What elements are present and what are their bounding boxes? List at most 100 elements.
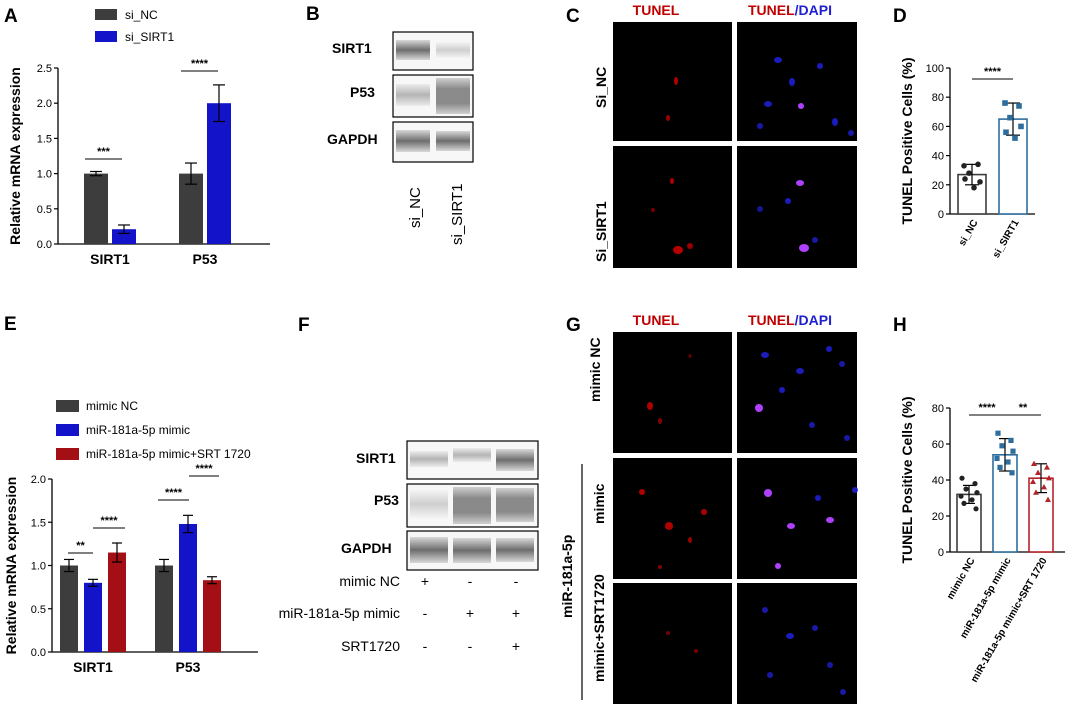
- chart-a-bar: [84, 173, 108, 244]
- fluorescent-cell: [665, 522, 673, 530]
- chart-e-bar: [60, 565, 78, 652]
- chart-h-point: [1008, 437, 1014, 443]
- g-title-merge-dapi: DAPI: [799, 312, 832, 328]
- chart-d-point: [1016, 103, 1022, 109]
- chart-h-point: [994, 455, 1000, 461]
- fluorescent-cell: [757, 206, 763, 212]
- blot-f-sign: -: [514, 573, 519, 589]
- fluorescent-cell: [762, 607, 768, 613]
- chart-a-bar: [207, 103, 231, 244]
- chart-d-point: [966, 170, 972, 176]
- panel-letter-c: C: [566, 6, 580, 27]
- c-title-merge-slash: /: [795, 2, 799, 18]
- fluorescent-cell: [826, 517, 834, 523]
- fluorescent-cell: [812, 237, 818, 243]
- fluorescent-cell: [796, 368, 804, 374]
- blot-f-treatment-label: miR-181a-5p mimic: [279, 605, 400, 621]
- blot-f-band: [496, 449, 534, 471]
- fluorescent-cell: [764, 489, 772, 497]
- chart-a-legend-label: si_NC: [125, 8, 158, 22]
- g-title-merge-tunel: TUNEL: [748, 312, 795, 328]
- chart-d-point: [1007, 114, 1013, 121]
- blot-b-lane-si-sirt1: si_SIRT1: [449, 184, 466, 245]
- fluorescent-cell: [774, 57, 782, 63]
- chart-h-ylabel: TUNEL Positive Cells (%): [899, 396, 915, 563]
- fluorescent-cell: [826, 346, 832, 352]
- c-title-tunel: TUNEL: [633, 2, 680, 18]
- chart-e-legend-label: miR-181a-5p mimic+SRT 1720: [86, 447, 251, 461]
- fluorescent-cell: [844, 435, 850, 441]
- panel-letter-d: D: [893, 6, 907, 27]
- panel-letter-e: E: [4, 314, 17, 335]
- chart-d-point: [971, 184, 977, 191]
- chart-h-point: [1045, 496, 1051, 502]
- c-row-label-si-sirt1: Si_SIRT1: [593, 201, 609, 262]
- blot-b-label-p53: P53: [350, 84, 375, 100]
- chart-h-point: [1005, 459, 1011, 465]
- chart-d: 0 20 40 60 80 100 TUNEL Positive Cells (%) si_N…: [899, 57, 1035, 260]
- fluorescent-cell: [757, 123, 763, 129]
- c-image-merge-nc: [737, 22, 857, 141]
- chart-e-bar: [155, 565, 173, 652]
- chart-e-tick-label: 1.0: [31, 561, 46, 573]
- blot-f-band: [496, 538, 534, 562]
- c-image-merge-sirt1: [737, 146, 857, 268]
- chart-h-point: [995, 430, 1001, 436]
- chart-h-point: [1041, 484, 1047, 490]
- g-row-label-mimic: mimic: [591, 483, 607, 524]
- fluorescent-cell: [817, 63, 823, 69]
- chart-d-tick-label: 0: [938, 209, 944, 221]
- chart-a-tick-label: 2.5: [37, 63, 52, 75]
- fluorescent-cell: [815, 495, 821, 501]
- chart-a-ylabel: Relative mRNA expression: [7, 67, 23, 245]
- chart-e-tick-label: 0.0: [31, 647, 46, 659]
- blot-b-band: [436, 78, 470, 114]
- blot-f-sign: +: [466, 605, 474, 621]
- chart-e-legend-swatch: [56, 400, 79, 412]
- microscopy-g: TUNEL TUNEL/DAPI mimic NC mimic mimic+SR…: [559, 312, 858, 704]
- g-image-tunel-nc: [613, 332, 732, 453]
- fluorescent-cell: [673, 246, 683, 254]
- g-image-merge-nc: [737, 332, 857, 453]
- fluorescent-cell: [767, 672, 773, 678]
- c-image-tunel-sirt1: [613, 146, 732, 268]
- significance-label: **: [1019, 402, 1028, 414]
- chart-h-point: [959, 475, 965, 481]
- blot-f-sign: +: [512, 638, 520, 654]
- fluorescent-cell: [786, 633, 794, 639]
- chart-h-point: [963, 486, 969, 492]
- c-title-merge-tunel: TUNEL: [748, 2, 795, 18]
- fluorescent-cell: [666, 115, 670, 121]
- fluorescent-cell: [840, 689, 846, 695]
- panel-letter-f: F: [298, 315, 310, 336]
- blot-b-label-sirt1: SIRT1: [332, 40, 372, 56]
- g-row-label-mimic-srt: mimic+SRT1720: [591, 574, 607, 682]
- blot-f-label-sirt1: SIRT1: [356, 450, 396, 466]
- chart-d-point: [977, 179, 983, 185]
- g-image-merge-srt: [737, 583, 857, 704]
- fluorescent-cell: [674, 77, 678, 85]
- chart-e-legend-label: mimic NC: [86, 399, 138, 413]
- fluorescent-cell: [848, 130, 854, 136]
- fluorescent-cell: [666, 631, 670, 635]
- blot-f: SIRT1 P53 GAPDH mimic NC miR-181a-5p mim…: [279, 440, 539, 654]
- fluorescent-cell: [785, 198, 791, 204]
- chart-h-tick-label: 0: [938, 547, 944, 559]
- chart-d-ylabel: TUNEL Positive Cells (%): [899, 57, 915, 224]
- panel-letter-g: G: [566, 315, 581, 336]
- chart-e-legend-swatch: [56, 448, 79, 460]
- chart-d-tick-label: 60: [932, 121, 944, 133]
- blot-f-sign: -: [423, 638, 428, 654]
- fluorescent-cell: [796, 180, 804, 186]
- fluorescent-cell: [688, 537, 692, 543]
- fluorescent-cell: [852, 487, 858, 493]
- g-title-merge: TUNEL/DAPI: [748, 312, 832, 328]
- blot-f-band: [410, 490, 448, 518]
- chart-e-bar: [84, 582, 102, 652]
- significance-label: ****: [165, 487, 183, 499]
- significance-label: ****: [100, 515, 118, 527]
- fluorescent-cell: [687, 243, 693, 249]
- blot-f-label-gapdh: GAPDH: [341, 540, 392, 556]
- fluorescent-cell: [688, 354, 692, 358]
